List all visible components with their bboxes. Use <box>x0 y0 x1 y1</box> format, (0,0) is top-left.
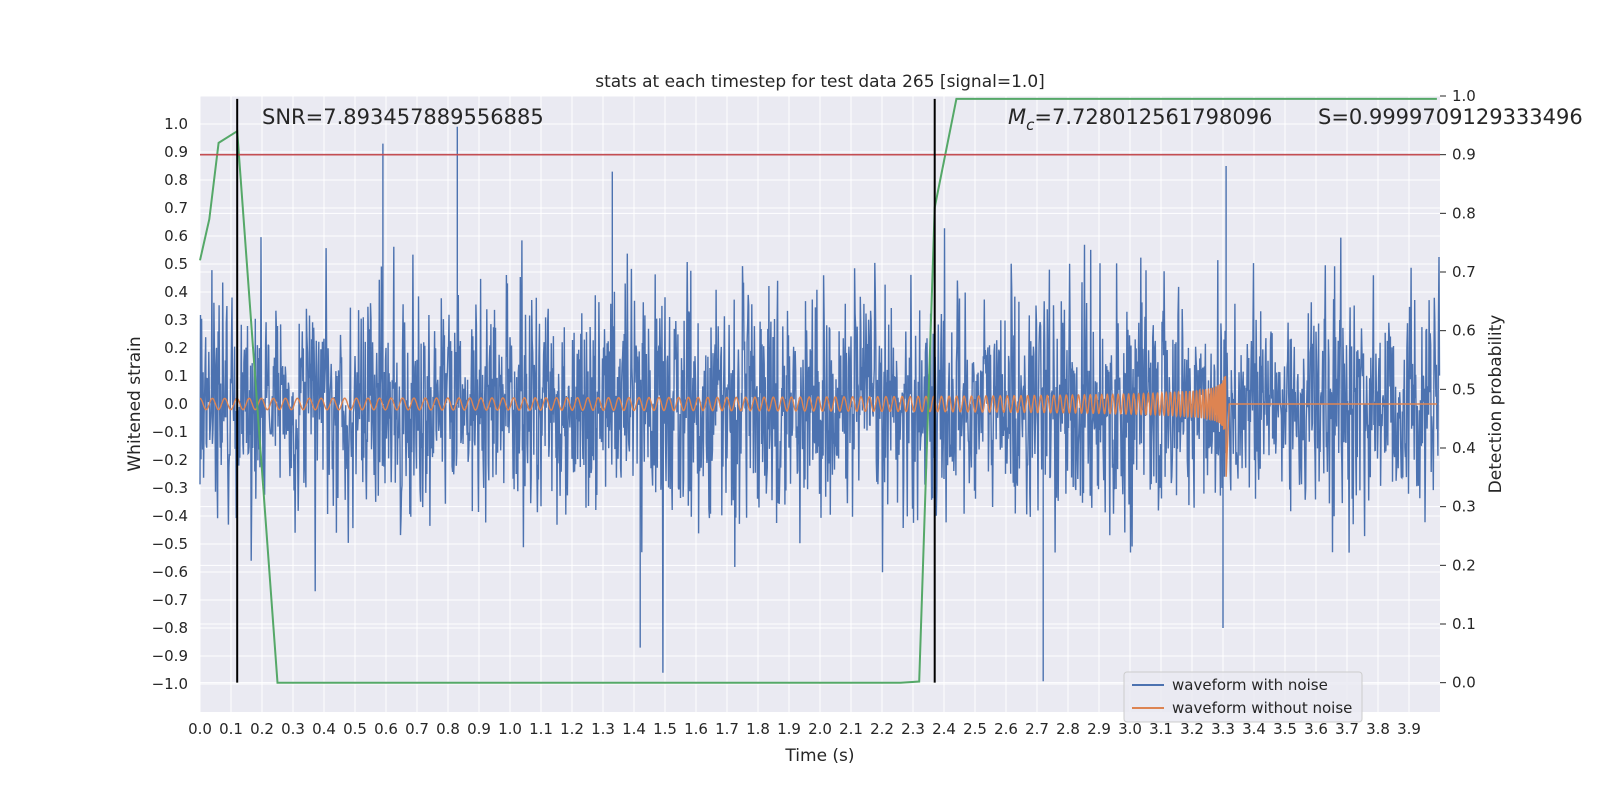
mc-annotation: Mc=7.728012561798096 <box>1008 105 1272 134</box>
y-tick-label: 0.1 <box>164 367 188 385</box>
mc-subscript: c <box>1026 116 1035 134</box>
x-tick-label: 1.5 <box>653 720 677 738</box>
y-tick-label: 0.6 <box>164 227 188 245</box>
y-right-tick-label: 0.8 <box>1452 204 1476 222</box>
x-tick-label: 1.2 <box>560 720 584 738</box>
y-right-tick-label: 0.0 <box>1452 674 1476 692</box>
x-tick-label: 0.2 <box>250 720 274 738</box>
y-tick-label: −0.2 <box>152 451 188 469</box>
x-tick-label: 2.3 <box>901 720 925 738</box>
y-right-tick-label: 0.7 <box>1452 263 1476 281</box>
x-tick-label: 0.3 <box>281 720 305 738</box>
detection-probability-line <box>199 97 1437 684</box>
x-tick-label: 2.4 <box>932 720 956 738</box>
y-tick-label: −0.6 <box>152 563 188 581</box>
x-tick-label: 1.4 <box>622 720 646 738</box>
markers <box>200 98 1440 683</box>
y-tick-label: 0.8 <box>164 171 188 189</box>
y-tick-label: −0.4 <box>152 507 188 525</box>
y-tick-label: −0.8 <box>152 619 188 637</box>
y-axis-label: Whitened strain <box>125 336 145 471</box>
y-tick-label: −0.3 <box>152 479 188 497</box>
x-tick-label: 3.0 <box>1118 720 1142 738</box>
x-tick-label: 2.1 <box>839 720 863 738</box>
x-tick-label: 0.1 <box>219 720 243 738</box>
y-tick-label: 0.7 <box>164 199 188 217</box>
x-tick-label: 3.1 <box>1149 720 1173 738</box>
y-right-tick-label: 0.2 <box>1452 556 1476 574</box>
s-annotation: S=0.9999709129333496 <box>1318 105 1583 129</box>
x-tick-label: 1.6 <box>684 720 708 738</box>
x-tick-label: 1.9 <box>777 720 801 738</box>
legend-frame <box>1123 671 1363 723</box>
x-tick-label: 3.2 <box>1180 720 1204 738</box>
y-right-tick-label: 0.1 <box>1452 615 1476 633</box>
x-tick-label: 2.8 <box>1056 720 1080 738</box>
x-axis-label: Time (s) <box>784 746 854 766</box>
y-tick-label: 0.0 <box>164 395 188 413</box>
mc-value: =7.728012561798096 <box>1034 105 1272 129</box>
y-tick-label: −0.1 <box>152 423 188 441</box>
legend-label-noise: waveform with noise <box>1172 676 1328 694</box>
x-tick-label: 2.9 <box>1087 720 1111 738</box>
x-tick-label: 3.4 <box>1242 720 1266 738</box>
x-tick-label: 0.8 <box>436 720 460 738</box>
x-tick-label: 3.5 <box>1273 720 1297 738</box>
x-tick-label: 2.0 <box>808 720 832 738</box>
y-tick-label: −0.7 <box>152 591 188 609</box>
x-tick-label: 1.0 <box>498 720 522 738</box>
series-waveform-without-noise <box>199 375 1437 477</box>
x-tick-label: 2.5 <box>963 720 987 738</box>
x-tick-label: 3.8 <box>1366 720 1390 738</box>
y-axis-right-label: Detection probability <box>1486 315 1506 494</box>
x-tick-label: 1.7 <box>715 720 739 738</box>
x-tick-label: 3.9 <box>1397 720 1421 738</box>
x-tick-label: 2.7 <box>1025 720 1049 738</box>
x-tick-label: 0.5 <box>343 720 367 738</box>
x-tick-label: 3.7 <box>1335 720 1359 738</box>
y-right-tick-label: 1.0 <box>1452 87 1476 105</box>
y-right-tick-label: 0.4 <box>1452 439 1476 457</box>
x-tick-label: 0.4 <box>312 720 336 738</box>
y-tick-label: −0.9 <box>152 647 188 665</box>
snr-annotation: SNR=7.893457889556885 <box>262 105 544 129</box>
x-tick-label: 2.6 <box>994 720 1018 738</box>
y-axis-right-ticks: 1.0 0.9 0.8 0.7 0.6 0.5 0.4 0.3 0.2 0.1 0.0 <box>1440 87 1476 692</box>
y-axis-ticks: 1.0 0.9 0.8 0.7 0.6 0.5 0.4 0.3 0.2 0.1 0.0 −0.1 −0.… <box>152 115 188 693</box>
x-tick-label: 0.0 <box>188 720 212 738</box>
chart-title: stats at each timestep for test data 265… <box>595 72 1045 92</box>
x-tick-label: 0.6 <box>374 720 398 738</box>
x-tick-label: 1.3 <box>591 720 615 738</box>
x-tick-label: 1.8 <box>746 720 770 738</box>
legend-label-clean: waveform without noise <box>1172 699 1352 717</box>
y-tick-label: 0.9 <box>164 143 188 161</box>
x-axis-ticks: 0.0 0.1 0.2 0.3 0.4 0.5 0.6 0.7 0.8 0.9 1.0 1.1 1.2 1… <box>188 720 1421 738</box>
waveform-without-noise-line <box>199 375 1437 477</box>
x-tick-label: 3.3 <box>1211 720 1235 738</box>
y-right-tick-label: 0.3 <box>1452 498 1476 516</box>
y-tick-label: 1.0 <box>164 115 188 133</box>
mc-symbol: M <box>1008 105 1026 129</box>
x-tick-label: 0.7 <box>405 720 429 738</box>
y-tick-label: 0.5 <box>164 255 188 273</box>
x-tick-label: 0.9 <box>467 720 491 738</box>
x-tick-label: 3.6 <box>1304 720 1328 738</box>
y-tick-label: 0.4 <box>164 283 188 301</box>
x-tick-label: 2.2 <box>870 720 894 738</box>
x-tick-label: 1.1 <box>529 720 553 738</box>
y-tick-label: 0.2 <box>164 339 188 357</box>
series-detection-probability <box>199 97 1437 684</box>
y-tick-label: −0.5 <box>152 535 188 553</box>
y-right-tick-label: 0.9 <box>1452 146 1476 164</box>
y-tick-label: 0.3 <box>164 311 188 329</box>
y-right-tick-label: 0.5 <box>1452 380 1476 398</box>
y-right-tick-label: 0.6 <box>1452 322 1476 340</box>
y-tick-label: −1.0 <box>152 675 188 693</box>
legend: waveform with noise waveform without noi… <box>1123 671 1363 723</box>
